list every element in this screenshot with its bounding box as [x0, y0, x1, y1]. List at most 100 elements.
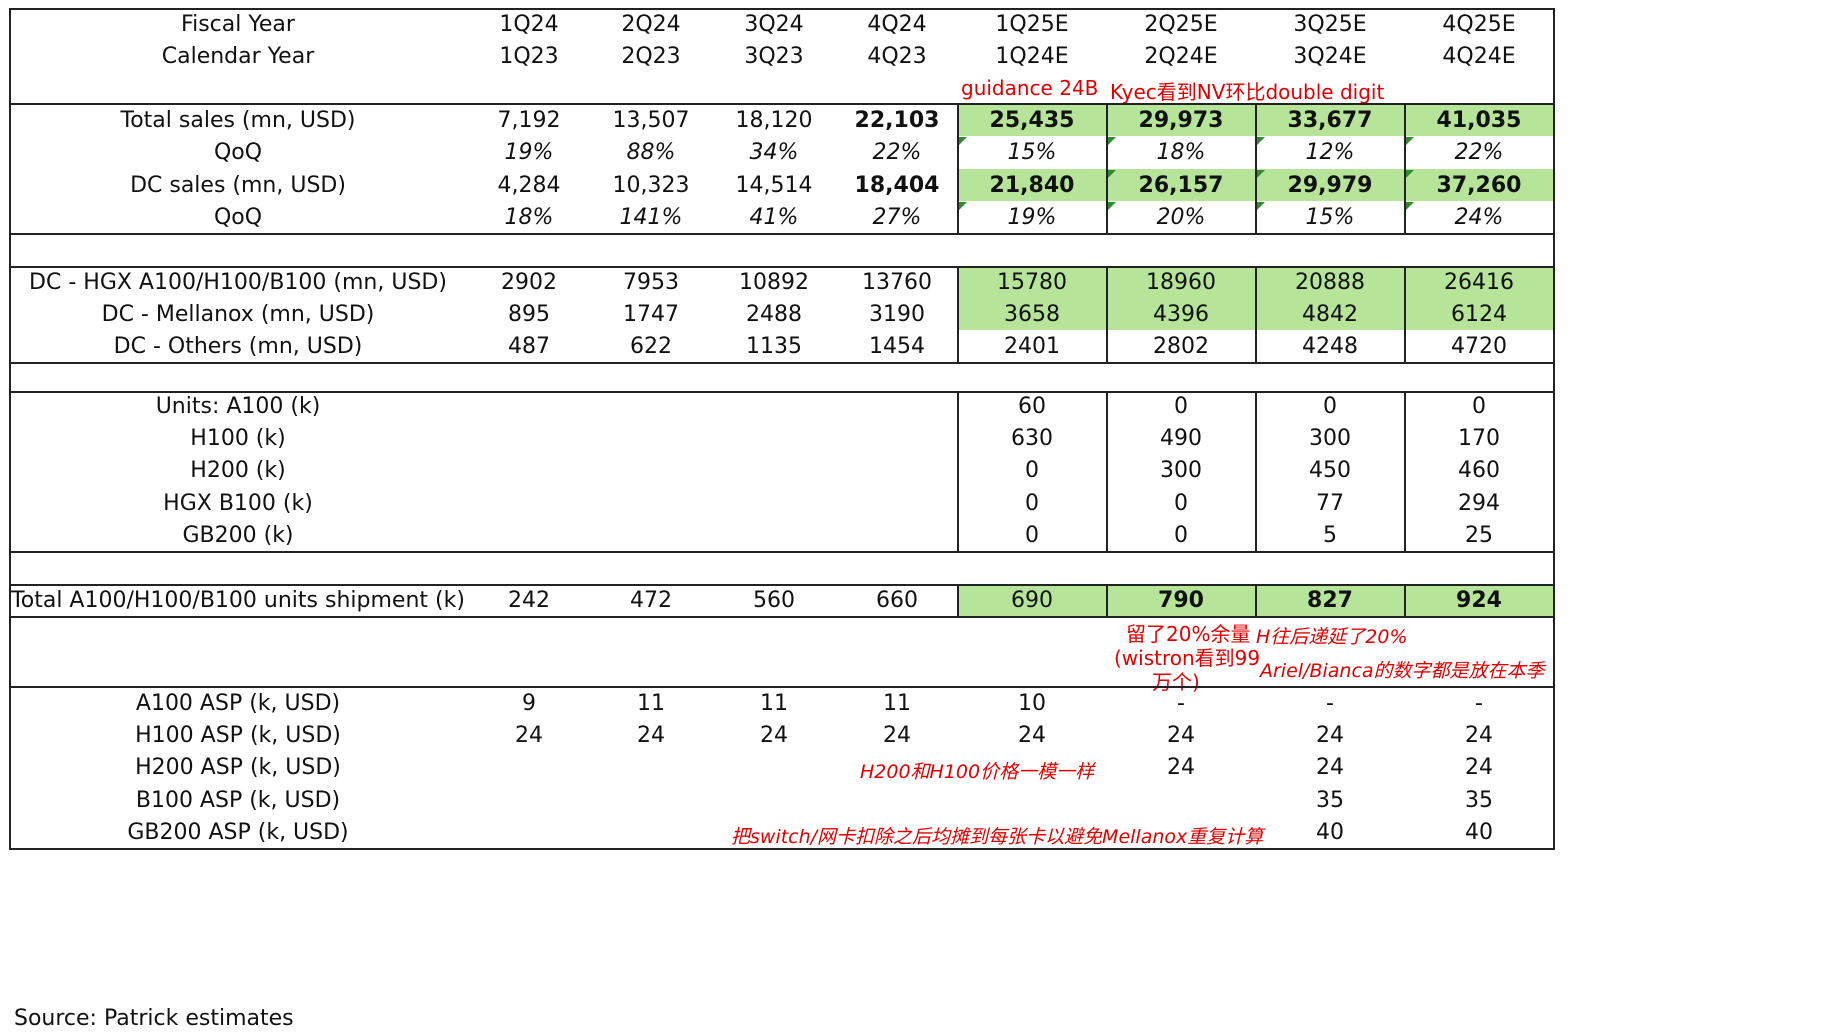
value-cell: 4248: [1302, 333, 1358, 359]
value-cell: 24: [637, 722, 665, 748]
value-cell: 10: [1018, 690, 1046, 716]
value-cell: 25,435: [989, 107, 1075, 133]
row-label: H100 (k): [190, 425, 286, 451]
value-cell: 19%: [1007, 204, 1057, 230]
value-cell: 630: [1011, 425, 1053, 451]
annotation-note: H200和H100价格一模一样: [860, 761, 1095, 783]
column-separator: [1255, 584, 1257, 616]
column-separator: [1404, 266, 1406, 362]
value-cell: 450: [1309, 457, 1351, 483]
annotation-note: H往后递延了20%: [1256, 626, 1408, 648]
column-separator: [957, 103, 959, 233]
column-separator: [1106, 103, 1108, 233]
value-cell: 40: [1465, 819, 1493, 845]
value-cell: [825, 390, 969, 422]
header-label: Calendar Year: [161, 43, 315, 69]
value-cell: 19%: [504, 139, 554, 165]
value-cell: 11: [883, 690, 911, 716]
highlight-dc_sales: [1255, 169, 1404, 201]
column-separator: [1404, 584, 1406, 616]
table-right-border: [1553, 8, 1555, 850]
column-separator: [1106, 266, 1108, 362]
value-cell: 24: [1316, 754, 1344, 780]
comment-marker: [959, 137, 967, 145]
value-cell: 0: [1174, 490, 1188, 516]
comment-marker: [1406, 137, 1414, 145]
value-cell: 2488: [746, 301, 802, 327]
value-cell: 300: [1309, 425, 1351, 451]
header-period: 3Q24: [744, 11, 804, 37]
row-label: GB200 ASP (k, USD): [127, 819, 349, 845]
value-cell: 24: [1316, 722, 1344, 748]
value-cell: 690: [1011, 587, 1053, 613]
row-label: DC - Others (mn, USD): [113, 333, 363, 359]
header-period: 3Q25E: [1293, 11, 1367, 37]
highlight-dc-segment: [957, 266, 1106, 330]
value-cell: 24%: [1454, 204, 1504, 230]
comment-marker: [959, 202, 967, 210]
column-separator: [1404, 103, 1406, 233]
value-cell: 24: [883, 722, 911, 748]
highlight-dc-segment: [1255, 266, 1404, 330]
highlight-dc_sales: [1404, 169, 1553, 201]
value-cell: -: [1326, 690, 1334, 716]
value-cell: 472: [630, 587, 672, 613]
value-cell: 18%: [1156, 139, 1206, 165]
value-cell: 490: [1160, 425, 1202, 451]
highlight-total_units: [1404, 584, 1553, 616]
header-period: 4Q23: [867, 43, 927, 69]
row-label: DC sales (mn, USD): [130, 172, 346, 198]
value-cell: 790: [1158, 587, 1204, 613]
value-cell: [825, 422, 969, 454]
value-cell: [825, 784, 969, 816]
row-label: QoQ: [213, 139, 263, 165]
column-separator: [957, 266, 959, 362]
value-cell: 294: [1458, 490, 1500, 516]
header-period: 1Q25E: [995, 11, 1069, 37]
value-cell: 60: [1018, 393, 1046, 419]
value-cell: 4720: [1451, 333, 1507, 359]
value-cell: 27%: [872, 204, 922, 230]
value-cell: -: [1475, 690, 1483, 716]
value-cell: 40: [1316, 819, 1344, 845]
value-cell: 24: [1018, 722, 1046, 748]
highlight-total_sales: [1106, 105, 1255, 136]
value-cell: 622: [630, 333, 672, 359]
value-cell: 0: [1472, 393, 1486, 419]
header-period: 2Q25E: [1144, 11, 1218, 37]
header-period: 4Q24: [867, 11, 927, 37]
grid-line: [9, 584, 1555, 586]
value-cell: 3658: [1004, 301, 1060, 327]
value-cell: 0: [1025, 457, 1039, 483]
row-label: A100 ASP (k, USD): [135, 690, 341, 716]
grid-line: [9, 686, 1555, 688]
column-separator: [1255, 103, 1257, 233]
value-cell: 1135: [746, 333, 802, 359]
highlight-total_units: [1106, 584, 1255, 616]
value-cell: 0: [1323, 393, 1337, 419]
value-cell: 22%: [872, 139, 922, 165]
row-label: Total A100/H100/B100 units shipment (k): [11, 587, 465, 613]
value-cell: 11: [637, 690, 665, 716]
value-cell: 18,120: [735, 107, 813, 133]
header-period: 1Q24: [499, 11, 559, 37]
column-separator: [1404, 391, 1406, 551]
value-cell: 170: [1458, 425, 1500, 451]
value-cell: 5: [1323, 522, 1337, 548]
value-cell: 1454: [869, 333, 925, 359]
column-separator: [957, 584, 959, 616]
row-label: DC - Mellanox (mn, USD): [101, 301, 375, 327]
value-cell: 22%: [1454, 139, 1504, 165]
annotation-note: guidance 24B: [961, 76, 1099, 100]
value-cell: 3190: [869, 301, 925, 327]
highlight-dc-segment: [1106, 266, 1255, 330]
comment-marker: [1257, 170, 1265, 178]
value-cell: 24: [1465, 754, 1493, 780]
value-cell: 35: [1465, 787, 1493, 813]
value-cell: 13760: [862, 269, 932, 295]
value-cell: 487: [508, 333, 550, 359]
value-cell: 300: [1160, 457, 1202, 483]
comment-marker: [1257, 137, 1265, 145]
value-cell: -: [1177, 690, 1185, 716]
value-cell: 560: [753, 587, 795, 613]
